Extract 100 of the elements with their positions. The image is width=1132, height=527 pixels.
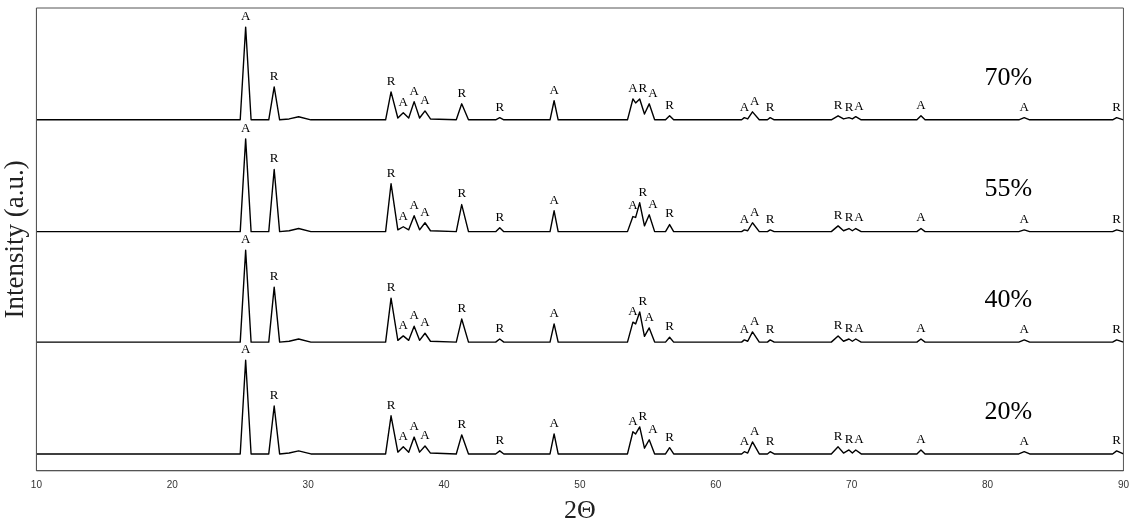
annotation: R	[638, 407, 648, 423]
annotation: R	[457, 415, 467, 431]
annotation: A	[420, 203, 431, 219]
annotation: R	[269, 386, 279, 402]
annotation: R	[665, 96, 675, 112]
annotation: A	[1019, 432, 1030, 448]
annotation: R	[765, 210, 775, 226]
annotation: R	[1112, 431, 1122, 447]
annotation: A	[628, 303, 639, 319]
x-tick-label: 50	[574, 478, 586, 490]
annotation: R	[495, 208, 505, 224]
annotation: R	[833, 427, 843, 443]
annotation: A	[739, 432, 750, 448]
annotation: A	[628, 79, 639, 95]
annotation: A	[739, 210, 750, 226]
annotation: A	[854, 97, 865, 113]
annotation: R	[765, 432, 775, 448]
annotation: R	[495, 431, 505, 447]
series-label: 70%	[984, 61, 1033, 91]
annotation: A	[398, 93, 409, 109]
annotation: A	[854, 319, 865, 335]
annotation: R	[495, 319, 505, 335]
annotation: R	[1112, 98, 1122, 114]
annotation: R	[638, 183, 648, 199]
annotation: R	[765, 98, 775, 114]
x-tick-label: 60	[710, 478, 722, 490]
annotation: R	[665, 318, 675, 334]
annotation: A	[739, 98, 750, 114]
annotation: A	[549, 81, 560, 97]
x-tick-label: 30	[302, 478, 315, 490]
annotation: R	[386, 164, 396, 180]
annotation: A	[420, 91, 431, 107]
annotation: A	[916, 319, 927, 335]
annotation: R	[495, 98, 505, 114]
annotation: A	[916, 96, 927, 112]
annotation: A	[750, 422, 761, 438]
annotation: A	[409, 307, 420, 323]
annotation: R	[833, 316, 843, 332]
annotation: R	[833, 206, 843, 222]
annotation: R	[638, 292, 648, 308]
annotation: A	[854, 430, 865, 446]
annotation: R	[457, 84, 467, 100]
annotation: A	[409, 82, 420, 98]
annotation: A	[739, 320, 750, 336]
annotation: R	[269, 150, 279, 166]
annotation: A	[420, 426, 431, 442]
annotation: A	[1019, 210, 1030, 226]
annotation: A	[398, 427, 409, 443]
annotation: A	[1019, 98, 1030, 114]
annotation: R	[386, 72, 396, 88]
annotation: A	[648, 84, 659, 100]
annotation: A	[240, 341, 251, 357]
annotation: A	[750, 312, 761, 328]
annotation: A	[549, 414, 560, 430]
annotation: A	[648, 420, 659, 436]
annotation: A	[648, 195, 659, 211]
annotation: R	[844, 209, 854, 225]
annotation: R	[457, 185, 467, 201]
annotation: A	[240, 8, 251, 23]
annotation: A	[409, 418, 420, 433]
annotation: A	[750, 203, 761, 219]
annotation: A	[1019, 320, 1030, 336]
annotation: R	[844, 430, 854, 446]
annotation: A	[420, 314, 431, 330]
annotation: R	[844, 98, 854, 114]
annotation: A	[398, 207, 409, 223]
annotation: A	[750, 92, 761, 108]
annotation: A	[409, 196, 420, 212]
annotation: A	[916, 430, 927, 446]
annotation: A	[628, 197, 639, 213]
series-label: 40%	[984, 283, 1033, 313]
annotation: R	[386, 396, 396, 412]
annotation: R	[1112, 210, 1122, 226]
annotation: A	[644, 308, 655, 324]
annotation: A	[240, 231, 251, 247]
annotation: R	[665, 428, 675, 444]
annotation: A	[916, 209, 927, 225]
x-tick-label: 90	[1117, 478, 1130, 490]
x-tick-label: 10	[30, 478, 43, 490]
annotation: A	[549, 304, 560, 320]
annotation: R	[638, 79, 648, 95]
annotation: R	[386, 279, 396, 295]
x-tick-label: 70	[846, 478, 858, 490]
series-label: 55%	[984, 173, 1033, 203]
annotation: A	[240, 119, 251, 135]
annotation: A	[628, 412, 639, 428]
annotation: R	[833, 96, 843, 112]
annotation: R	[269, 268, 279, 284]
annotation: R	[665, 205, 675, 221]
annotation: R	[844, 319, 854, 335]
x-axis-title: 2Θ	[564, 495, 596, 525]
y-axis-title: Intensity (a.u.)	[0, 160, 30, 319]
annotation: A	[854, 209, 865, 225]
annotation: R	[457, 299, 467, 315]
series-label: 20%	[984, 395, 1033, 425]
annotation: A	[398, 316, 409, 332]
annotation: R	[765, 320, 775, 336]
annotation: A	[549, 191, 560, 207]
x-tick-label: 20	[166, 478, 179, 490]
annotation: R	[1112, 320, 1122, 336]
